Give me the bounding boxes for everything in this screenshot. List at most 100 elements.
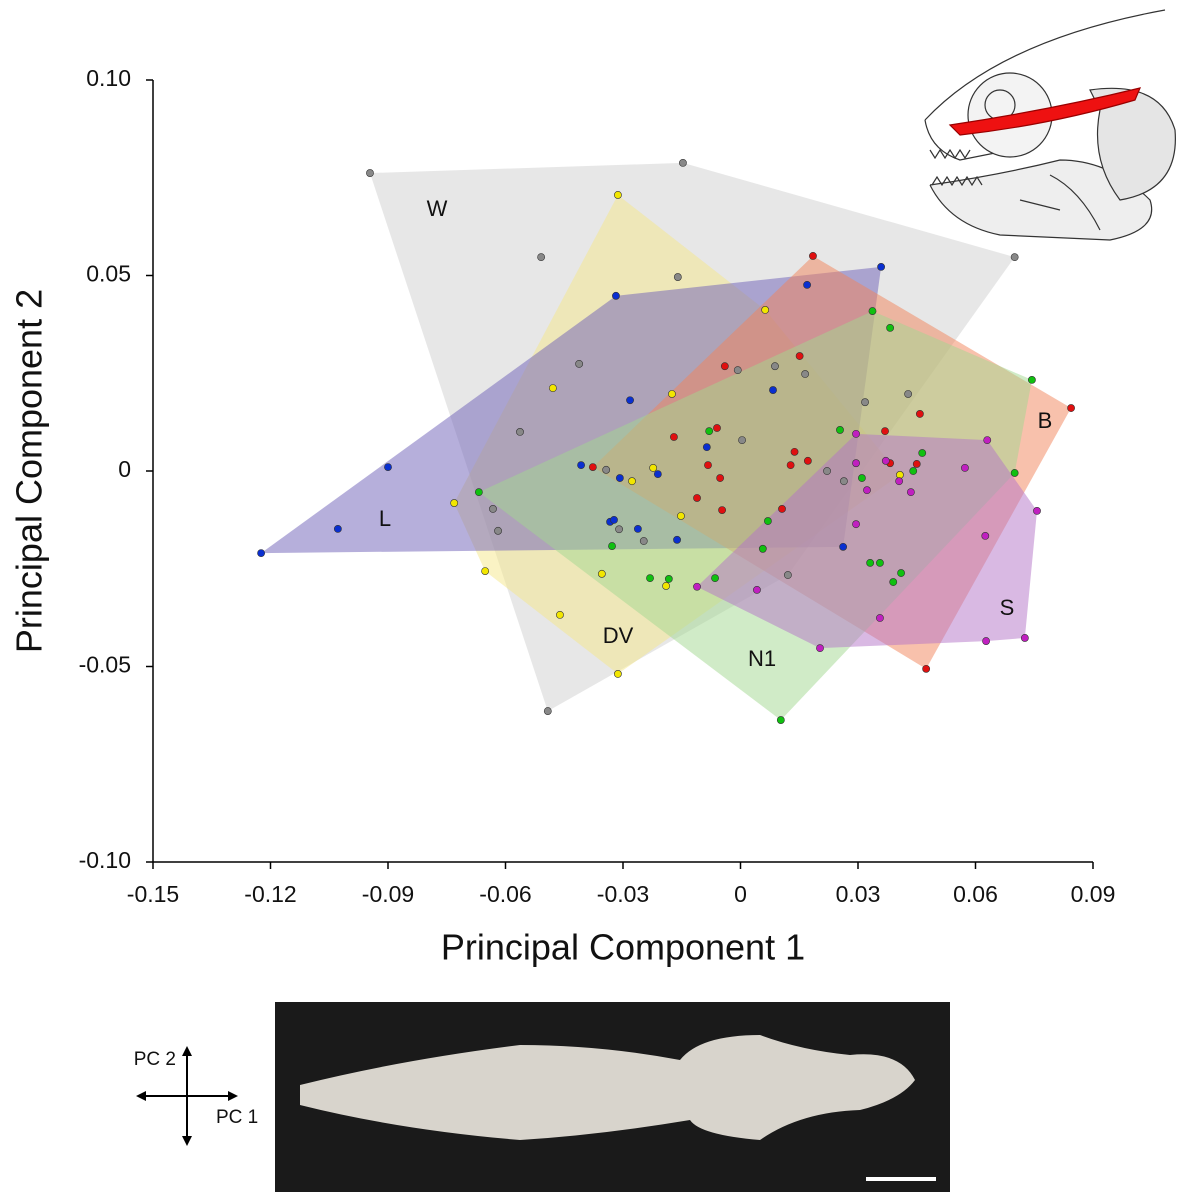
point	[258, 550, 265, 557]
y-tick-label: 0.05	[86, 261, 131, 287]
point	[544, 707, 551, 714]
point	[538, 254, 545, 261]
point	[489, 505, 496, 512]
point	[662, 582, 669, 589]
point	[762, 306, 769, 313]
point	[721, 363, 728, 370]
point	[852, 430, 859, 437]
point	[852, 460, 859, 467]
point	[717, 474, 724, 481]
point	[494, 527, 501, 534]
point	[961, 464, 968, 471]
point	[384, 463, 391, 470]
point	[878, 263, 885, 270]
point	[896, 478, 903, 485]
x-tick-label: 0.03	[836, 881, 881, 907]
point	[713, 424, 720, 431]
point	[863, 487, 870, 494]
group-label: S	[1000, 595, 1015, 620]
point	[718, 507, 725, 514]
point	[861, 399, 868, 406]
point	[867, 559, 874, 566]
point	[516, 428, 523, 435]
point	[787, 462, 794, 469]
point	[576, 360, 583, 367]
point	[869, 307, 876, 314]
x-tick-label: -0.15	[127, 881, 179, 907]
point	[876, 559, 883, 566]
point	[734, 367, 741, 374]
point	[711, 575, 718, 582]
point	[753, 586, 760, 593]
y-tick-label: 0	[118, 456, 131, 482]
point	[984, 437, 991, 444]
point	[881, 428, 888, 435]
point	[451, 499, 458, 506]
point	[759, 545, 766, 552]
pc1-label: PC 1	[216, 1107, 258, 1128]
point	[1028, 376, 1035, 383]
x-axis-title: Principal Component 1	[441, 927, 805, 968]
point	[796, 352, 803, 359]
point	[679, 159, 686, 166]
point	[475, 489, 482, 496]
point	[809, 252, 816, 259]
point	[791, 448, 798, 455]
x-tick-label: -0.09	[362, 881, 414, 907]
group-label: B	[1038, 408, 1053, 433]
point	[1067, 404, 1074, 411]
point	[556, 611, 563, 618]
point	[882, 457, 889, 464]
point	[1011, 469, 1018, 476]
point	[674, 273, 681, 280]
point	[693, 494, 700, 501]
x-tick-label: 0	[734, 881, 747, 907]
point	[858, 474, 865, 481]
point	[577, 462, 584, 469]
point	[614, 670, 621, 677]
point	[482, 567, 489, 574]
point	[804, 457, 811, 464]
point	[366, 169, 373, 176]
point	[693, 583, 700, 590]
point	[907, 489, 914, 496]
point	[608, 542, 615, 549]
point	[650, 464, 657, 471]
point	[640, 537, 647, 544]
x-tick-label: -0.12	[244, 881, 296, 907]
specimen-photo	[275, 1002, 950, 1192]
pc2-label: PC 2	[134, 1049, 176, 1070]
x-tick-label: -0.06	[479, 881, 531, 907]
group-label: N1	[748, 646, 776, 671]
point	[910, 467, 917, 474]
point	[823, 467, 830, 474]
point	[670, 433, 677, 440]
point	[612, 292, 619, 299]
x-tick-label: 0.09	[1071, 881, 1116, 907]
point	[816, 645, 823, 652]
group-label: DV	[603, 623, 634, 648]
point	[616, 474, 623, 481]
point	[840, 478, 847, 485]
point	[919, 449, 926, 456]
point	[334, 525, 341, 532]
group-label: W	[427, 196, 448, 221]
point	[668, 390, 675, 397]
point	[777, 716, 784, 723]
point	[677, 512, 684, 519]
point	[598, 570, 605, 577]
point	[840, 543, 847, 550]
point	[703, 444, 710, 451]
point	[916, 410, 923, 417]
y-tick-label: -0.10	[79, 847, 131, 873]
group-label: L	[379, 506, 391, 531]
point	[897, 569, 904, 576]
y-tick-label: 0.10	[86, 65, 131, 91]
point	[982, 637, 989, 644]
point	[802, 370, 809, 377]
point	[1021, 634, 1028, 641]
point	[1011, 254, 1018, 261]
point	[614, 191, 621, 198]
point	[905, 390, 912, 397]
x-tick-label: 0.06	[953, 881, 998, 907]
